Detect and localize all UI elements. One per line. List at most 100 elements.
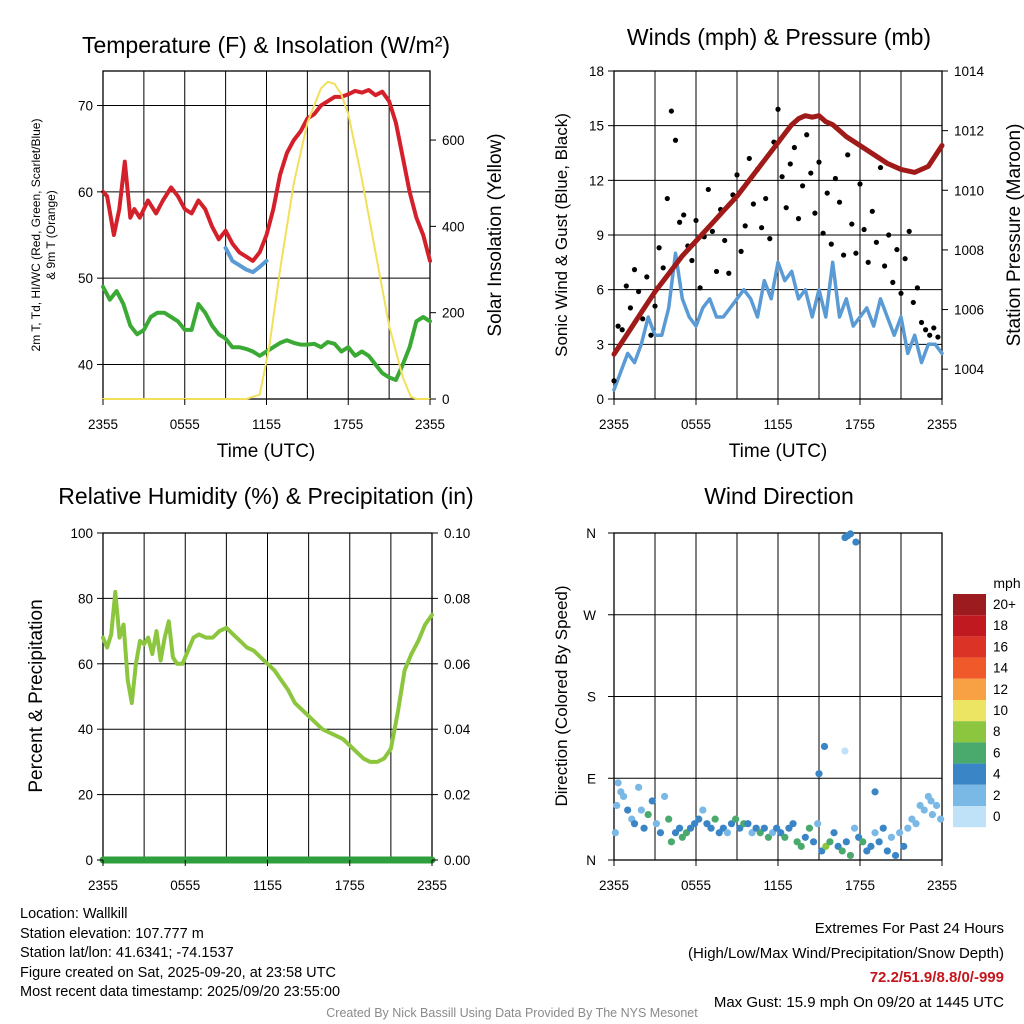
winds-panel: Winds (mph) & Pressure (mb) 2355 0555 1155… bbox=[552, 24, 1024, 462]
location-text: Location: Wallkill bbox=[20, 906, 128, 922]
x-tick-label: 1755 bbox=[335, 878, 365, 893]
gust-point bbox=[722, 237, 728, 244]
colorbar-title: mph bbox=[993, 575, 1020, 591]
speed-colorbar: 20+ 18 16 14 12 10 8 6 4 2 0 bbox=[953, 594, 1016, 828]
direction-point bbox=[614, 779, 622, 787]
colorbar-label: 8 bbox=[993, 724, 1001, 739]
gust-point bbox=[914, 285, 921, 291]
colorbar-label: 6 bbox=[993, 745, 1001, 760]
gust-point bbox=[795, 216, 802, 222]
direction-point bbox=[927, 797, 935, 805]
gust-point bbox=[681, 212, 687, 218]
direction-point bbox=[635, 783, 643, 791]
x-tick-label: 1755 bbox=[333, 417, 363, 432]
insolation-ylabel: Solar Insolation (Yellow) bbox=[485, 133, 506, 336]
gust-point bbox=[759, 225, 765, 231]
temperature-ticks: 2355 0555 1155 1755 2355 40 50 60 70 0 200 400 600 bbox=[78, 99, 465, 432]
gust-point bbox=[869, 208, 875, 214]
gust-point bbox=[800, 183, 806, 189]
x-tick-label: 2355 bbox=[88, 878, 118, 893]
gust-point bbox=[623, 283, 629, 289]
colorbar-label: 0 bbox=[993, 809, 1001, 824]
gust-point bbox=[615, 323, 621, 329]
gust-point bbox=[709, 228, 716, 234]
gust-point bbox=[734, 172, 740, 178]
humidity-ylabel: Percent & Precipitation bbox=[26, 599, 47, 792]
series-2m-td bbox=[101, 284, 432, 382]
latlon-text: Station lat/lon: 41.6341; -74.1537 bbox=[20, 945, 234, 961]
direction-point bbox=[900, 842, 908, 850]
left-y-tick-label: 20 bbox=[78, 788, 93, 803]
x-tick-label: 1155 bbox=[253, 878, 282, 893]
gust-point bbox=[619, 327, 625, 333]
direction-point bbox=[896, 829, 904, 837]
direction-point bbox=[871, 829, 879, 837]
direction-point bbox=[723, 829, 732, 837]
gust-point bbox=[877, 164, 884, 171]
colorbar-swatch bbox=[953, 742, 986, 764]
direction-point bbox=[920, 806, 928, 814]
colorbar-swatch bbox=[953, 678, 986, 700]
gust-point bbox=[779, 174, 785, 180]
x-tick-label: 1155 bbox=[252, 417, 281, 432]
gust-point bbox=[824, 190, 830, 196]
wind-direction-title: Wind Direction bbox=[704, 483, 854, 509]
left-y-tick-label: 60 bbox=[78, 185, 93, 200]
humidity-ticks: 2355 0555 1155 1755 2355 0 20 40 60 80 100 0.00 0.02… bbox=[70, 526, 470, 893]
direction-point bbox=[619, 792, 628, 801]
direction-point bbox=[859, 838, 867, 846]
gust-point bbox=[841, 252, 847, 258]
gust-point bbox=[910, 299, 916, 306]
right-y-tick-label: 0.00 bbox=[444, 853, 470, 868]
colorbar-label: 12 bbox=[993, 682, 1008, 697]
right-y-tick-label: 0.08 bbox=[444, 591, 470, 606]
direction-point bbox=[789, 820, 797, 828]
direction-point bbox=[846, 530, 855, 538]
direction-point bbox=[904, 824, 912, 832]
wind-direction-ylabel: Direction (Colored By Speed) bbox=[552, 585, 571, 806]
gust-point bbox=[845, 152, 851, 158]
right-y-tick-label: 200 bbox=[442, 306, 465, 321]
direction-point bbox=[809, 838, 818, 846]
gust-point bbox=[705, 186, 711, 193]
temperature-series bbox=[101, 80, 432, 400]
gust-point bbox=[746, 155, 752, 162]
right-y-tick-label: 1014 bbox=[954, 64, 985, 79]
left-y-tick-label: 80 bbox=[78, 591, 93, 606]
gust-point bbox=[644, 274, 650, 280]
winds-ticks: 2355 0555 1155 1755 2355 0 3 6 9 12 15 18 1004 1006 10… bbox=[589, 64, 985, 432]
wind-direction-points bbox=[611, 530, 945, 860]
gust-point bbox=[861, 226, 867, 233]
gust-point bbox=[656, 245, 662, 251]
direction-point bbox=[842, 838, 850, 846]
wind-direction-panel: Wind Direction 2355 0555 1155 1755 2355NESWN… bbox=[552, 483, 1021, 893]
gust-point bbox=[853, 250, 859, 256]
gust-point bbox=[890, 279, 896, 285]
x-tick-label: 2355 bbox=[927, 417, 957, 432]
left-y-tick-label: 70 bbox=[78, 99, 93, 114]
left-y-tick-label: 15 bbox=[589, 119, 604, 134]
right-y-tick-label: 1004 bbox=[954, 362, 985, 377]
gust-point bbox=[750, 201, 757, 207]
x-tick-label: 1155 bbox=[763, 417, 792, 432]
gust-point bbox=[918, 319, 925, 326]
gust-point bbox=[882, 263, 888, 269]
recent-data-text: Most recent data timestamp: 2025/09/20 2… bbox=[20, 984, 341, 1000]
left-y-tick-label: 9 bbox=[596, 228, 604, 243]
gust-point bbox=[689, 257, 695, 264]
gust-point bbox=[767, 236, 773, 242]
left-y-tick-label: 18 bbox=[589, 64, 604, 79]
direction-point bbox=[867, 842, 875, 850]
gust-point bbox=[828, 241, 834, 247]
gust-point bbox=[808, 170, 814, 176]
colorbar-label: 20+ bbox=[993, 597, 1016, 612]
left-y-tick-label: 60 bbox=[78, 657, 93, 672]
figure: Temperature (F) & Insolation (W/m²) 2355… bbox=[26, 24, 1024, 893]
gust-point bbox=[738, 248, 744, 254]
direction-point bbox=[611, 829, 619, 837]
gust-point bbox=[668, 108, 675, 114]
direction-tick-label: S bbox=[587, 690, 596, 705]
wind-direction-grid bbox=[614, 533, 942, 860]
humidity-panel: Relative Humidity (%) & Precipitation (i… bbox=[26, 483, 474, 893]
